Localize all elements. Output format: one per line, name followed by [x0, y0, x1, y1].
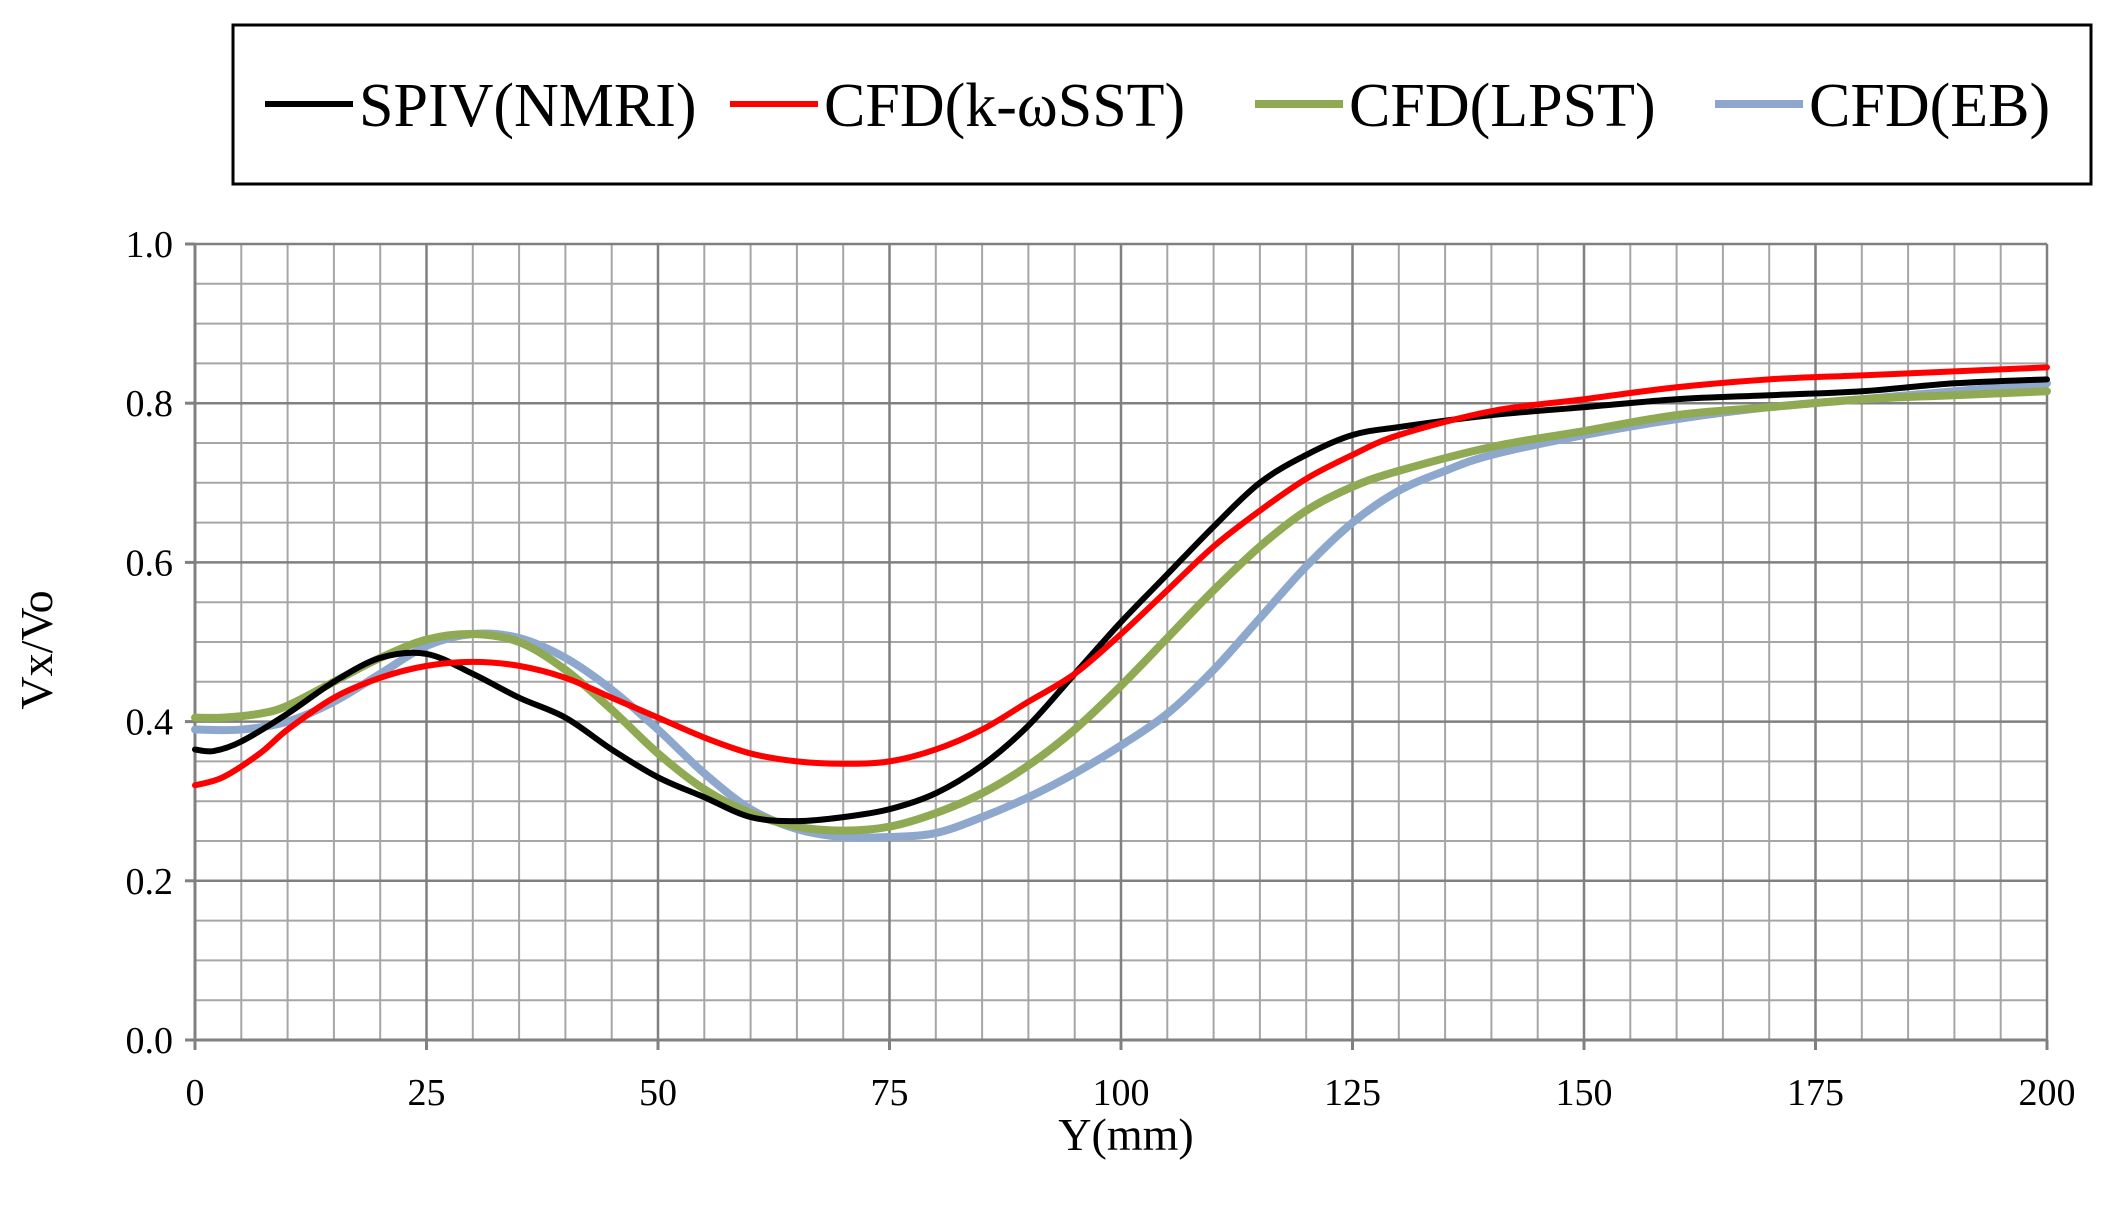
x-axis-title: Y(mm): [1058, 1109, 1193, 1160]
legend-label: CFD(LPST): [1349, 72, 1656, 140]
legend-label: CFD(k-ωSST): [824, 72, 1185, 140]
y-tick-label: 0.2: [126, 861, 174, 903]
y-tick-label: 0.0: [126, 1020, 174, 1062]
x-tick-label: 75: [871, 1072, 909, 1114]
grid: [193, 242, 2049, 1042]
x-tick-label: 200: [2019, 1072, 2076, 1114]
legend: SPIV(NMRI) CFD(k-ωSST) CFD(LPST) CFD(EB): [265, 72, 2050, 140]
y-tick-label: 0.8: [126, 383, 174, 425]
x-tick-label: 175: [1787, 1072, 1844, 1114]
legend-label: CFD(EB): [1809, 72, 2050, 140]
series-line-spiv-nmri: [192, 376, 2050, 825]
y-tick-label: 0.6: [126, 542, 174, 584]
y-tick-label: 0.4: [126, 702, 174, 744]
y-tick-label: 1.0: [126, 224, 174, 266]
y-axis-title: Vx/Vo: [11, 590, 62, 709]
series-line-cfd-lpst: [191, 387, 2051, 835]
tick-labels: 0 25 50 75 100 125 150 175 200 0.0 0.2 0.4 0.6 0.8 1.0: [126, 224, 2076, 1114]
x-tick-label: 50: [639, 1072, 677, 1114]
series-line-cfd-k-sst: [192, 364, 2050, 789]
x-tick-label: 25: [408, 1072, 446, 1114]
axes: [185, 242, 2049, 1050]
legend-label: SPIV(NMRI): [359, 72, 697, 140]
series-lines: [191, 364, 2051, 842]
x-tick-label: 125: [1324, 1072, 1381, 1114]
x-tick-label: 150: [1556, 1072, 1613, 1114]
x-tick-label: 0: [186, 1072, 205, 1114]
x-tick-label: 100: [1093, 1072, 1150, 1114]
